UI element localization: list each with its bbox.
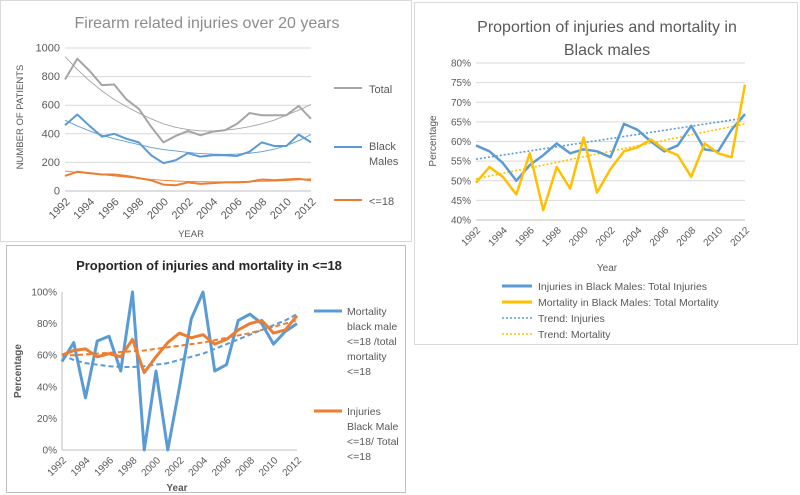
y-tick-label: 80%: [37, 319, 57, 330]
trend-line: [64, 56, 312, 132]
legend-label: Black: [369, 141, 396, 153]
y-tick-label: 20%: [37, 414, 57, 425]
y-axis-title: Percentage: [13, 344, 24, 398]
legend-label: Mortality: [347, 306, 387, 318]
legend-label: Total: [369, 84, 392, 96]
y-tick-label: 50%: [451, 176, 471, 187]
y-tick-label: 0%: [43, 446, 58, 457]
x-tick-label: 1994: [486, 225, 510, 249]
x-axis-title: Year: [166, 483, 187, 494]
x-tick-label: 2002: [170, 196, 196, 222]
legend-label: <=18: [347, 451, 371, 463]
x-tick-label: 2010: [702, 225, 726, 249]
x-tick-label: 1992: [460, 225, 484, 249]
legend-label: <=18: [369, 196, 394, 208]
series-line: [60, 290, 298, 452]
y-tick-label: 65%: [451, 117, 471, 128]
y-tick-label: 600: [42, 100, 60, 112]
x-tick-label: 2002: [594, 225, 618, 249]
y-tick-label: 400: [42, 128, 60, 140]
y-tick-label: 60%: [451, 137, 471, 148]
series-line: [64, 170, 312, 187]
y-tick-label: 45%: [451, 196, 471, 207]
x-axis-title: YEAR: [178, 229, 204, 240]
y-axis-title: Percentage: [428, 115, 439, 167]
x-tick-label: 2000: [567, 225, 591, 249]
y-tick-label: 70%: [451, 98, 471, 109]
legend-label: Trend: Injuries: [538, 313, 605, 325]
x-tick-label: 1998: [121, 196, 147, 222]
x-tick-label: 2012: [281, 455, 305, 479]
legend-label: <=18/ Total: [347, 436, 399, 448]
series-line: [475, 84, 747, 212]
x-tick-label: 1996: [96, 196, 122, 222]
y-tick-label: 1000: [36, 43, 60, 55]
x-tick-label: 2010: [268, 196, 294, 222]
chart-firearm-injuries: Firearm related injuries over 20 years 0 2…: [15, 15, 399, 240]
legend-label: Injuries in Black Males: Total Injuries: [538, 281, 707, 293]
x-tick-label: 2000: [140, 455, 164, 479]
y-tick-label: 40%: [451, 216, 471, 227]
legend-label: <=18 /total: [347, 336, 397, 348]
x-tick-label: 1992: [46, 455, 70, 479]
x-tick-label: 2002: [163, 455, 187, 479]
x-tick-label: 2008: [675, 225, 699, 249]
x-tick-label: 2012: [293, 196, 319, 222]
x-tick-label: 2004: [621, 225, 645, 249]
y-axis-title: NUMBER OF PATIENTS: [15, 65, 26, 170]
x-tick-label: 2008: [234, 455, 258, 479]
legend-label: black male: [347, 321, 397, 333]
chart-panel-under-18: Proportion of injuries and mortality in …: [6, 245, 406, 494]
trend-line: [61, 313, 298, 369]
y-tick-label: 75%: [451, 78, 471, 89]
x-tick-label: 2012: [729, 225, 753, 249]
legend-label: Black Male: [347, 421, 399, 433]
x-tick-label: 2006: [648, 225, 672, 249]
y-tick-label: 40%: [37, 382, 57, 393]
chart-panel-firearm-injuries: Firearm related injuries over 20 years 0 2…: [0, 0, 412, 242]
legend-label: Trend: Mortality: [538, 329, 611, 341]
chart-title: Proportion of injuries and mortality in …: [76, 258, 342, 273]
y-tick-label: 0: [54, 186, 60, 198]
chart-title: Black males: [564, 42, 650, 59]
x-tick-label: 1994: [71, 196, 97, 222]
chart-black-males-proportion: Proportion of injuries and mortality in B…: [428, 19, 753, 341]
x-tick-label: 2000: [145, 196, 171, 222]
legend-label: mortality: [347, 351, 387, 363]
trend-line: [475, 117, 746, 160]
trend-line: [475, 123, 746, 180]
x-tick-label: 1996: [93, 455, 117, 479]
x-tick-label: 2006: [219, 196, 245, 222]
y-tick-label: 80%: [451, 59, 471, 70]
x-tick-label: 1998: [540, 225, 564, 249]
x-tick-label: 2008: [244, 196, 270, 222]
x-axis-title: Year: [597, 263, 618, 274]
x-tick-label: 2004: [194, 196, 220, 222]
legend-label: Males: [369, 156, 399, 168]
chart-title: Firearm related injuries over 20 years: [75, 15, 340, 32]
x-tick-label: 2006: [210, 455, 234, 479]
legend-label: Mortality in Black Males: Total Mortalit…: [538, 297, 719, 309]
legend-label: <=18: [347, 366, 371, 378]
y-tick-label: 800: [42, 71, 60, 83]
legend-label: Injuries: [347, 406, 381, 418]
series-line: [64, 57, 312, 144]
x-tick-label: 2010: [257, 455, 281, 479]
y-tick-label: 55%: [451, 157, 471, 168]
chart-panel-black-males: Proportion of injuries and mortality in B…: [414, 2, 798, 345]
y-tick-label: 200: [42, 157, 60, 169]
x-tick-label: 1996: [513, 225, 537, 249]
series-line: [475, 113, 746, 182]
x-tick-label: 2004: [187, 455, 211, 479]
x-tick-label: 1992: [47, 196, 73, 222]
chart-under-18-proportion: Proportion of injuries and mortality in …: [13, 258, 399, 494]
y-tick-label: 100%: [31, 288, 57, 299]
x-tick-label: 1994: [69, 455, 93, 479]
chart-title: Proportion of injuries and mortality in: [477, 19, 737, 36]
series-line: [61, 314, 299, 375]
x-tick-label: 1998: [116, 455, 140, 479]
y-tick-label: 60%: [37, 351, 57, 362]
series-line: [64, 113, 312, 165]
